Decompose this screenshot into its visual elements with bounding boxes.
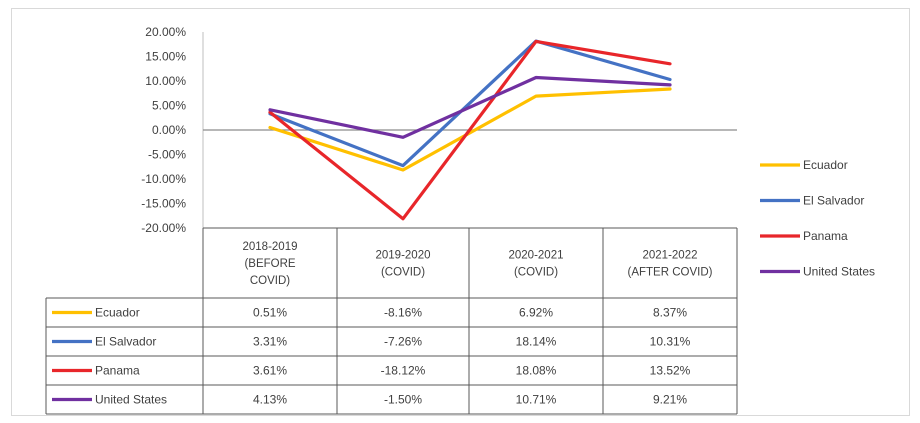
y-tick-label: 5.00% bbox=[152, 99, 186, 113]
table-header-label: 2019-2020 bbox=[376, 250, 431, 262]
table-series-name: El Salvador bbox=[95, 335, 156, 349]
series-line bbox=[268, 87, 672, 172]
y-tick-label: 10.00% bbox=[145, 74, 186, 88]
table-value: 9.21% bbox=[653, 393, 687, 407]
table-value: 18.14% bbox=[516, 335, 557, 349]
table-value: 0.51% bbox=[253, 306, 287, 320]
legend-label: United States bbox=[803, 265, 875, 279]
table-value: 18.08% bbox=[516, 364, 557, 378]
table-value: 6.92% bbox=[519, 306, 553, 320]
y-tick-label: -15.00% bbox=[141, 197, 186, 211]
series-lines bbox=[268, 39, 672, 221]
y-tick-label: -20.00% bbox=[141, 221, 186, 235]
y-tick-label: -5.00% bbox=[148, 148, 186, 162]
y-axis: 20.00% 15.00% 10.00% 5.00% 0.00% -5.00% -10.00… bbox=[141, 25, 204, 235]
table-value: 13.52% bbox=[650, 364, 691, 378]
series-line bbox=[268, 39, 672, 221]
table-value: 10.31% bbox=[650, 335, 691, 349]
table-value: 10.71% bbox=[516, 393, 557, 407]
table-header-label: 2020-2021 bbox=[509, 250, 564, 262]
y-tick-label: 15.00% bbox=[145, 50, 186, 64]
y-tick-label: 20.00% bbox=[145, 25, 186, 39]
table-value: -1.50% bbox=[384, 393, 422, 407]
y-tick-label: 0.00% bbox=[152, 123, 186, 137]
series-line bbox=[268, 75, 672, 139]
table-series-name: United States bbox=[95, 393, 167, 407]
table-series-name: Panama bbox=[95, 364, 140, 378]
table-header-label: (AFTER COVID) bbox=[628, 267, 713, 279]
table-header-label: 2018-2019 bbox=[243, 241, 298, 253]
table-header-label: 2021-2022 bbox=[643, 250, 698, 262]
table-value: 3.31% bbox=[253, 335, 287, 349]
table-value: -7.26% bbox=[384, 335, 422, 349]
table-value: -8.16% bbox=[384, 306, 422, 320]
table-header-label: (COVID) bbox=[381, 267, 425, 279]
legend-label: El Salvador bbox=[803, 194, 864, 208]
legend-label: Ecuador bbox=[803, 158, 848, 172]
y-tick-label: -10.00% bbox=[141, 172, 186, 186]
table-series-name: Ecuador bbox=[95, 306, 140, 320]
table-value: 8.37% bbox=[653, 306, 687, 320]
table-value: -18.12% bbox=[381, 364, 426, 378]
table-header-label: COVID) bbox=[250, 275, 290, 287]
table-value: 3.61% bbox=[253, 364, 287, 378]
table-header-label: (BEFORE bbox=[244, 258, 295, 270]
chart-frame bbox=[11, 8, 910, 416]
table-header-label: (COVID) bbox=[514, 267, 558, 279]
table-value: 4.13% bbox=[253, 393, 287, 407]
data-table: 2018-2019 (BEFORE COVID) 2019-2020 (COVID) 20… bbox=[45, 227, 738, 415]
legend-label: Panama bbox=[803, 229, 848, 243]
series-line bbox=[268, 39, 672, 168]
legend: Ecuador El Salvador Panama United States bbox=[760, 158, 875, 279]
